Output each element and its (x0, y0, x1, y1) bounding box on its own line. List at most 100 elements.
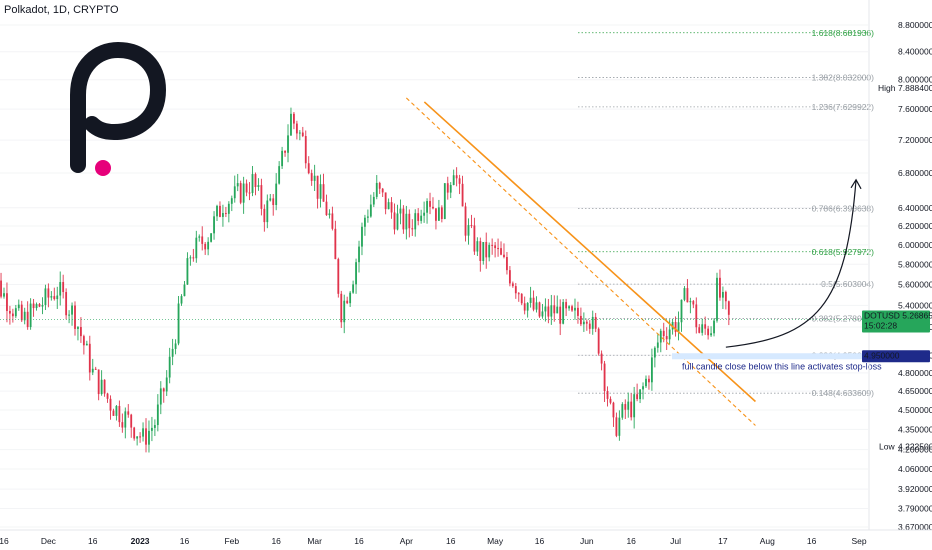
trendline (405, 97, 756, 426)
candle-body (17, 304, 20, 309)
candle-body (473, 225, 476, 252)
candle-body (553, 305, 556, 314)
candle-body (461, 183, 464, 207)
y-tick-label: 4.500000 (898, 405, 932, 415)
candle-body (615, 417, 618, 436)
last-price-tag-text: 15:02:28 (864, 320, 897, 330)
candle-body (142, 428, 144, 437)
trendline-dashed (405, 97, 756, 426)
candle-body (304, 136, 307, 164)
candle-body (405, 213, 408, 230)
x-tick-label: 16 (88, 536, 98, 546)
candle-body (35, 304, 38, 309)
candle-body (316, 175, 319, 199)
candle-body (124, 411, 127, 428)
candle-body (139, 436, 142, 438)
candle-body (719, 277, 721, 298)
candle-body (8, 310, 11, 314)
candle-body (224, 213, 227, 215)
x-tick-label: May (487, 536, 504, 546)
y-tick-label: 3.790000 (898, 504, 932, 514)
candle-body (488, 244, 491, 258)
candle-body (393, 212, 396, 230)
candle-body (464, 206, 467, 236)
candle-body (156, 404, 159, 426)
candle-body (514, 286, 517, 294)
candle-body (497, 248, 499, 250)
candle-body (136, 436, 139, 439)
high-tag: High (878, 83, 896, 93)
candle-body (298, 132, 301, 134)
projection-arrowhead (850, 178, 862, 190)
candle-body (192, 257, 195, 259)
candle-body (168, 356, 171, 378)
candle-body (470, 225, 473, 227)
candle-body (479, 241, 482, 261)
x-tick-label: 16 (446, 536, 456, 546)
candle-body (710, 333, 712, 336)
candle-body (77, 327, 79, 329)
candle-body (364, 217, 366, 227)
candle-body (281, 150, 284, 167)
candle-body (467, 225, 470, 236)
candle-body (29, 303, 32, 328)
candle-body (520, 293, 523, 304)
candle-body (674, 322, 677, 332)
candle-body (659, 330, 662, 343)
candle-body (118, 405, 121, 423)
candle-body (53, 296, 56, 300)
candle-body (103, 379, 106, 394)
candle-body (535, 302, 538, 310)
polkadot-dot (95, 160, 111, 176)
candle-body (716, 277, 718, 321)
candle-body (41, 304, 44, 307)
candle-body (378, 182, 381, 189)
candle-body (603, 363, 606, 392)
candle-body (648, 378, 650, 383)
x-tick-label: 2023 (131, 536, 150, 546)
candle-body (260, 185, 263, 209)
candle-body (704, 324, 707, 329)
candle-body (301, 132, 304, 137)
candle-body (650, 357, 653, 383)
candle-body (287, 135, 289, 153)
candle-body (455, 175, 458, 179)
chart-title: Polkadot, 1D, CRYPTO (4, 4, 119, 16)
candle-body (177, 303, 180, 344)
projection-arrow (725, 179, 857, 348)
candle-body (0, 280, 2, 297)
price-tags: DOTUSD 5.268650 15:02:28 4.950000 High 7.8… (862, 83, 932, 452)
candle-body (538, 302, 541, 317)
x-tick-label: 16 (180, 536, 190, 546)
x-tick-label: Mar (307, 536, 322, 546)
candle-body (254, 174, 257, 187)
candle-body (62, 282, 65, 293)
candle-body (230, 198, 233, 204)
candle-body (713, 320, 715, 334)
candle-body (639, 389, 641, 400)
x-tick-label: 16 (0, 536, 9, 546)
candle-body (571, 306, 573, 311)
candle-body (307, 163, 310, 174)
candle-body (372, 196, 375, 205)
candle-body (585, 321, 588, 324)
candle-body (550, 305, 553, 317)
candle-body (204, 243, 207, 250)
candle-body (233, 186, 236, 199)
candle-body (440, 207, 443, 219)
candle-body (100, 379, 103, 395)
candle-body (236, 183, 239, 187)
candle-body (727, 301, 730, 315)
y-tick-label: 7.600000 (898, 104, 932, 114)
candle-body (662, 330, 665, 337)
candle-body (426, 201, 428, 213)
candle-body (606, 391, 609, 399)
candle-body (562, 302, 565, 324)
candle-body (266, 200, 269, 223)
candle-body (721, 291, 724, 298)
candle-body (91, 368, 94, 373)
y-axis: 3.670000 3.790000 3.920000 4.060000 4.200000… (868, 0, 932, 532)
candle-body (115, 405, 118, 416)
fibonacci-levels: 1.618(8.681936) 1.382(8.032000) 1.236(7.62… (578, 28, 874, 398)
candle-body (683, 288, 686, 300)
